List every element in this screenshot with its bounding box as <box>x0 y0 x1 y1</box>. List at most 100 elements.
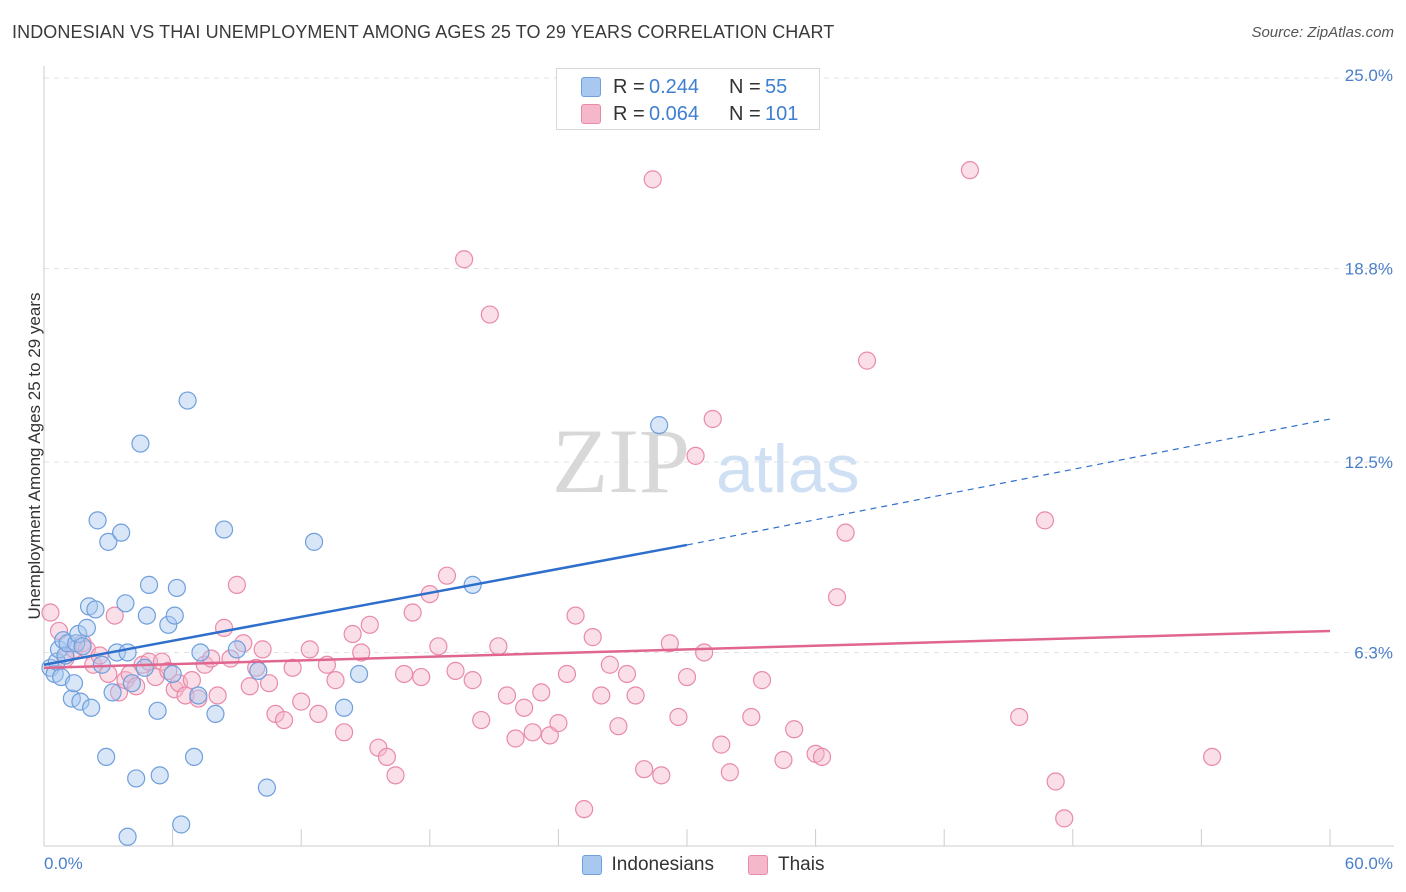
thais-point <box>429 637 448 656</box>
indonesians-trend-line <box>43 543 688 666</box>
thais-point <box>292 692 311 711</box>
axes <box>43 66 1394 847</box>
thais-point <box>1046 772 1065 791</box>
legend-r-value: 0.244 <box>649 75 700 98</box>
y-tick-label: 6.3% <box>1354 643 1393 662</box>
indonesians-point <box>118 827 137 846</box>
thais-point <box>472 710 491 730</box>
thais-point <box>105 606 124 625</box>
thais-point <box>283 658 302 677</box>
legend-r-value: 0.064 <box>649 102 700 125</box>
thais-point <box>253 640 272 659</box>
thais-point <box>575 800 594 819</box>
thais-point <box>540 726 559 745</box>
thais-point <box>583 628 602 647</box>
indonesians-point <box>88 511 107 530</box>
indonesians-point <box>349 664 369 684</box>
thais-point <box>377 747 397 767</box>
indonesians-point <box>167 578 186 598</box>
thais-point <box>703 409 722 429</box>
indonesians-point <box>249 661 268 680</box>
thais-point <box>626 686 645 705</box>
thais-point <box>660 634 679 653</box>
thais-point <box>712 735 731 754</box>
legend-swatch-indonesians <box>581 855 602 875</box>
indonesians-point <box>97 747 116 767</box>
thais-point <box>720 763 739 782</box>
thais-point <box>403 603 422 622</box>
thais-point <box>1203 747 1222 767</box>
indonesians-point <box>163 664 182 684</box>
thais-point <box>343 624 362 644</box>
indonesians-point <box>227 640 246 659</box>
thais-point <box>227 575 246 594</box>
legend-row-indonesians: R = 0.244 N = 55 <box>581 74 787 100</box>
thais-point <box>352 643 371 662</box>
watermark-zip: ZIP <box>552 410 690 512</box>
indonesians-point <box>334 698 354 717</box>
thais-point <box>643 170 662 189</box>
chart-title: INDONESIAN VS THAI UNEMPLOYMENT AMONG AG… <box>12 22 835 42</box>
indonesians-point <box>148 701 167 720</box>
thais-point <box>334 723 354 742</box>
trend-lines <box>43 418 1331 670</box>
indonesians-point <box>99 532 118 551</box>
indonesians-point <box>73 637 92 656</box>
indonesians-point <box>82 698 101 717</box>
indonesians-point <box>103 683 122 702</box>
legend-swatch-indonesians <box>581 77 601 97</box>
thais-point <box>1055 809 1074 828</box>
thais-point <box>557 664 577 684</box>
legend-r-label: R = <box>613 102 645 125</box>
indonesians-point <box>257 778 277 797</box>
thais-point <box>523 723 542 742</box>
thais-point <box>360 615 379 634</box>
x-tick-label: 60.0% <box>1345 854 1393 873</box>
thais-point <box>437 566 457 585</box>
y-tick-label: 18.8% <box>1345 259 1393 278</box>
indonesians-point <box>650 416 669 435</box>
thais-point <box>49 621 69 641</box>
thais-point <box>635 760 654 779</box>
x-tick-label: 0.0% <box>44 854 83 873</box>
thais-point <box>827 588 847 607</box>
indonesians-point <box>127 769 146 788</box>
thais-point <box>497 686 517 705</box>
correlation-legend: R = 0.244 N = 55 R = 0.064 N = 101 <box>556 68 820 130</box>
thais-point <box>454 250 474 269</box>
legend-n-value: 101 <box>765 102 799 125</box>
thais-point <box>609 717 628 736</box>
legend-label-indonesians: Indonesians <box>611 854 714 875</box>
thais-point <box>259 674 279 693</box>
thais-point <box>836 523 855 542</box>
legend-n-value: 55 <box>765 75 788 98</box>
thais-point <box>247 658 266 677</box>
indonesians-point <box>112 523 131 542</box>
indonesians-point <box>165 606 184 625</box>
thais-point <box>214 618 234 637</box>
thais-point <box>742 707 761 727</box>
thais-point <box>300 640 319 659</box>
indonesians-point <box>86 600 105 619</box>
thais-point <box>1010 707 1029 727</box>
thais-point <box>652 766 671 785</box>
thais-point <box>960 161 980 180</box>
x-tick-labels: 0.0% 60.0% <box>44 854 1393 873</box>
thais-point <box>566 606 585 625</box>
indonesians-point <box>64 674 84 693</box>
indonesians-point <box>118 643 137 662</box>
watermark-atlas: atlas <box>716 431 860 507</box>
grid-lines <box>44 77 1394 653</box>
legend-item-indonesians[interactable]: Indonesians <box>581 854 714 876</box>
legend-n-label: N = <box>729 102 761 125</box>
thais-point <box>309 704 328 724</box>
thais-trend-line <box>43 629 1331 670</box>
indonesians-point <box>214 520 234 539</box>
thais-point <box>152 652 171 671</box>
legend-row-thais: R = 0.064 N = 101 <box>581 101 798 127</box>
thais-points <box>41 161 1222 828</box>
thais-point <box>592 686 611 705</box>
legend-item-thais[interactable]: Thais <box>748 854 824 876</box>
indonesians-point <box>206 704 225 724</box>
thais-point <box>326 671 345 690</box>
